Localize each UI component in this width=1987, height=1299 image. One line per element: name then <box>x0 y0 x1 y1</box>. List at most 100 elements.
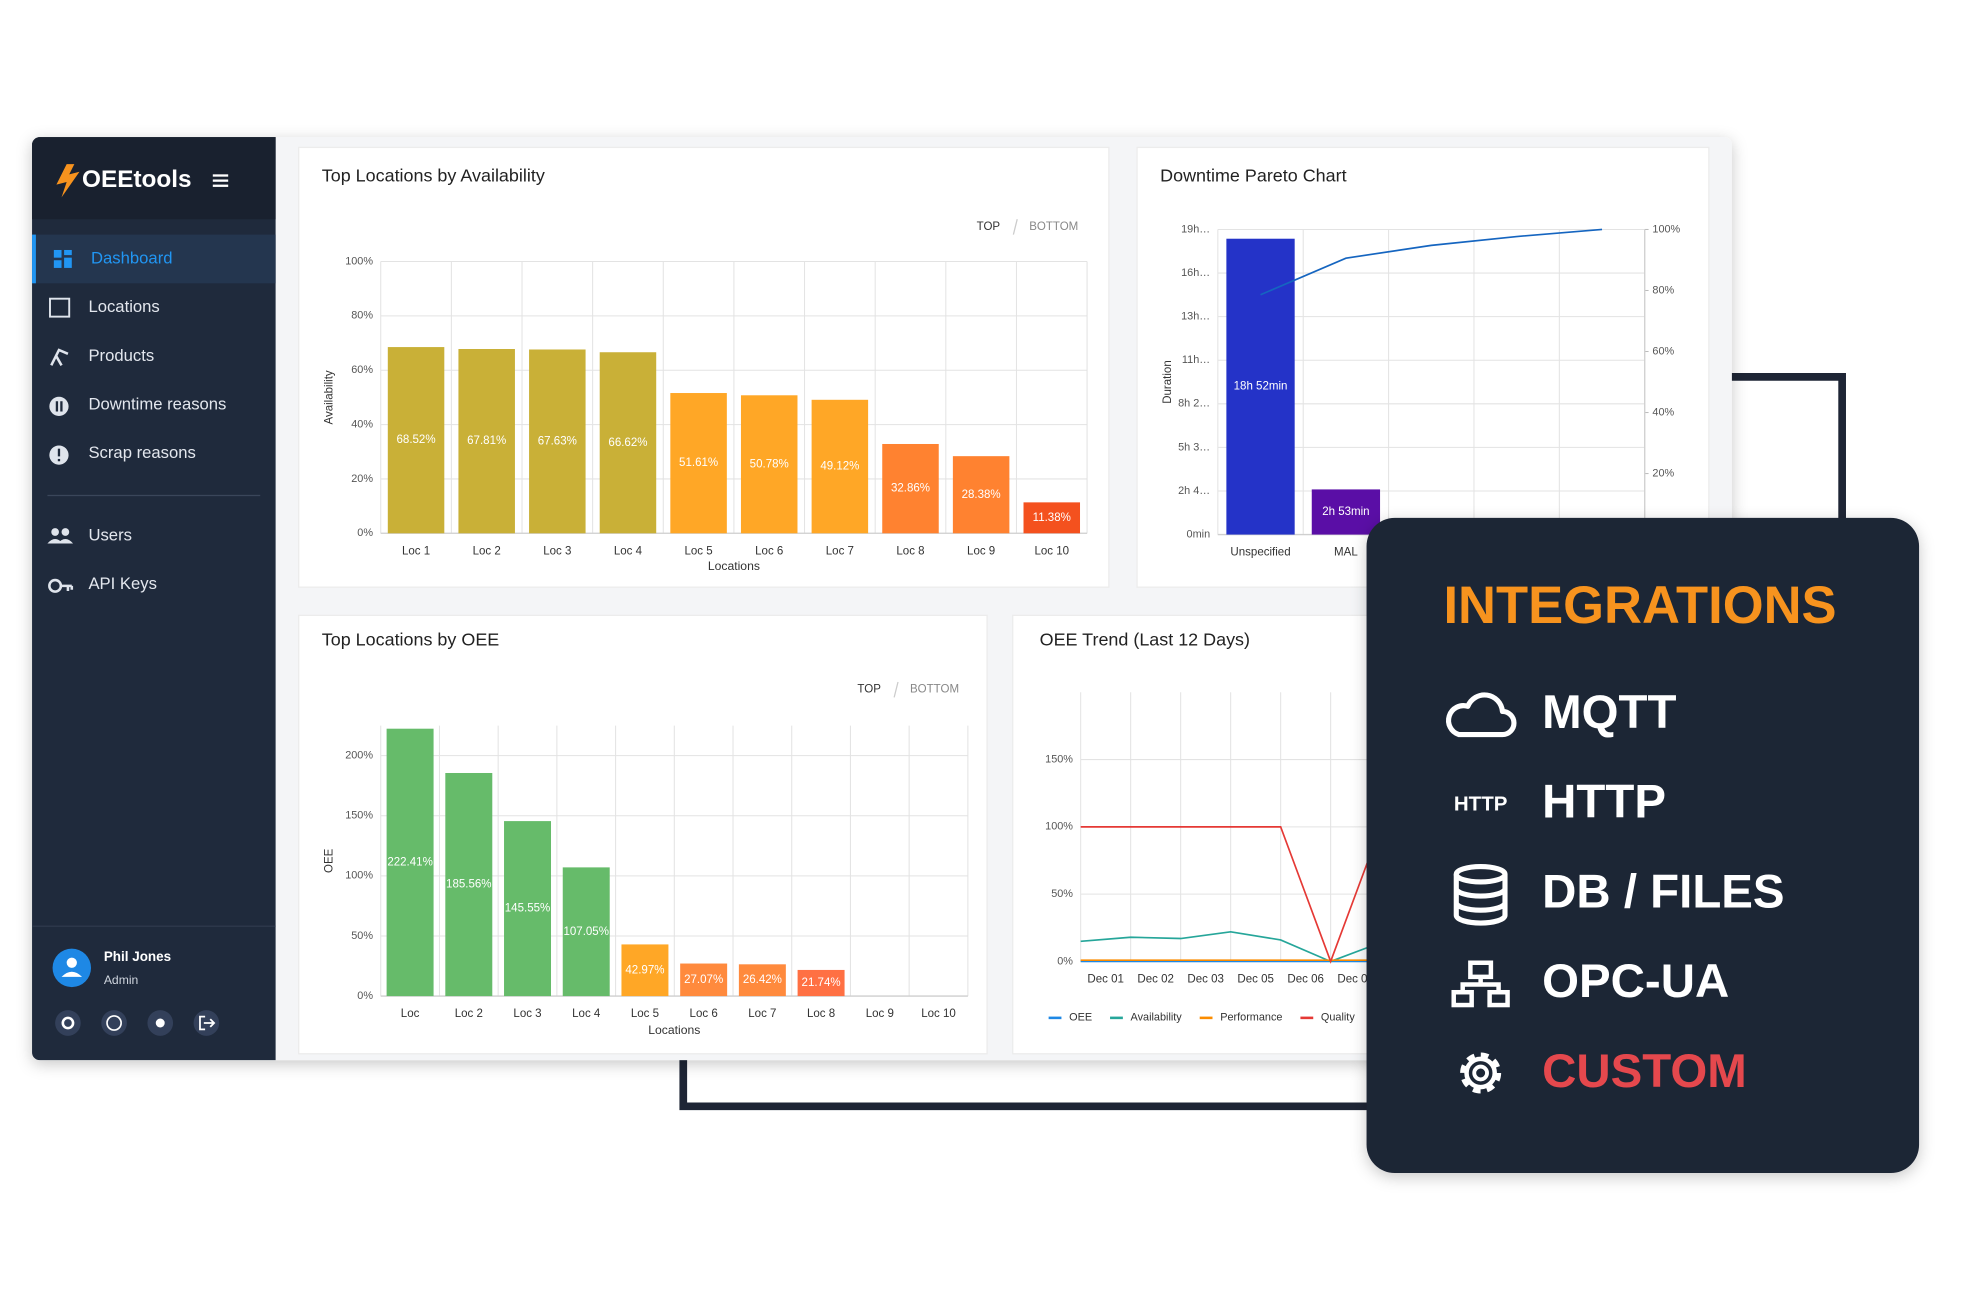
y-tick-label: 20% <box>351 473 373 485</box>
toggle-option[interactable]: BOTTOM <box>910 684 959 696</box>
icon <box>64 249 72 256</box>
menu-toggle[interactable] <box>212 174 229 187</box>
chart: Downtime Pareto Chart Duration 0min 2h 4… 5h… <box>1136 146 1710 588</box>
data-label: 50.78% <box>750 458 789 470</box>
y-tick-label: 50% <box>1051 888 1073 900</box>
bar <box>740 395 798 534</box>
panel-bg <box>1366 517 1920 1173</box>
x-tick-label: Loc 4 <box>614 545 643 557</box>
chart-panel <box>1012 614 1424 1055</box>
menu-label: Dashboard <box>91 248 172 267</box>
x-tick-label: Loc 8 <box>807 1008 835 1020</box>
x-tick-label: Dec 06 <box>1287 973 1323 985</box>
bar <box>562 867 610 997</box>
sidebar-header <box>32 137 276 220</box>
data-label: 66.62% <box>608 437 647 449</box>
x-tick-label: Loc 6 <box>690 1008 718 1020</box>
data-label: 145.55% <box>505 903 550 915</box>
bar <box>1023 502 1081 534</box>
menu-item[interactable]: Users <box>47 525 132 544</box>
y-tick-label: 13h… <box>1181 311 1210 323</box>
x-tick-label: Loc 2 <box>455 1008 483 1020</box>
y-tick-label: 2h 4… <box>1178 485 1210 497</box>
icon <box>199 1015 216 1031</box>
toggle-option[interactable]: BOTTOM <box>1029 221 1078 233</box>
y-tick-label: 16h… <box>1181 267 1210 279</box>
y-tick-label: 19h… <box>1181 223 1210 235</box>
menu-item[interactable]: Dashboard <box>53 248 173 268</box>
menu-item[interactable]: Scrap reasons <box>49 443 196 465</box>
icon <box>155 1018 165 1028</box>
net-link <box>1460 976 1501 993</box>
toggle-separator <box>893 681 899 698</box>
settings-button[interactable] <box>55 1010 81 1036</box>
y-tick-label: 100% <box>1045 821 1073 833</box>
data-label: 28.38% <box>962 489 1001 501</box>
data-label: 42.97% <box>625 964 664 976</box>
bar <box>458 349 515 534</box>
y-axis-label: Duration <box>1162 360 1174 404</box>
bar <box>529 349 586 534</box>
data-label: 51.61% <box>679 457 718 469</box>
x-tick-label: Loc 3 <box>543 545 571 557</box>
x-tick-label: Loc 9 <box>967 545 995 557</box>
toggle-option[interactable]: TOP <box>977 221 1001 233</box>
integration-label: DB / FILES <box>1542 865 1784 918</box>
bar <box>797 969 845 997</box>
gear-icon <box>1460 1052 1502 1094</box>
x-axis-label: Locations <box>648 1023 700 1037</box>
y-tick-label: 0% <box>1057 955 1073 967</box>
y-tick-label: 8h 2… <box>1178 398 1210 410</box>
bracket <box>1730 373 1846 521</box>
gear-teeth <box>1460 1052 1502 1094</box>
y-tick-label: 150% <box>1045 753 1073 765</box>
x-tick-label: Loc 10 <box>1034 545 1069 557</box>
x-tick-label: Loc <box>401 1008 420 1020</box>
bar <box>952 456 1010 534</box>
cumulative-line <box>1260 228 1603 296</box>
user-role: Admin <box>104 973 138 987</box>
x-tick-label: Dec 01 <box>1087 973 1123 985</box>
y2-tick-label: 40% <box>1652 406 1674 418</box>
http-icon: HTTP <box>1454 792 1508 815</box>
x-tick-label: Loc 1 <box>402 545 430 557</box>
menu-item[interactable]: Locations <box>49 297 160 318</box>
chart-title: OEE Trend (Last 12 Days) <box>1040 630 1250 650</box>
x-axis-label: Locations <box>708 559 760 573</box>
bar <box>445 772 493 997</box>
bar <box>1311 489 1381 535</box>
bar <box>670 393 727 534</box>
x-tick-label: Unspecified <box>1230 547 1290 559</box>
y-tick-label: 0% <box>357 527 373 539</box>
integrations-panel: INTEGRATIONS MQTT HTTP HTTP DB / FILES O… <box>1366 517 1920 1173</box>
menu-item[interactable]: API Keys <box>48 574 157 593</box>
data-label: 185.56% <box>446 879 491 891</box>
x-tick-label: Dec 05 <box>1237 973 1273 985</box>
icon <box>64 257 72 268</box>
menu-item[interactable]: Downtime reasons <box>49 395 226 416</box>
network-icon <box>1451 960 1510 1008</box>
icon <box>61 528 70 536</box>
data-label: 222.41% <box>387 856 432 868</box>
logo: OEEtools <box>82 166 192 193</box>
gear-body <box>1464 1056 1497 1090</box>
menu-label: Products <box>88 346 154 365</box>
legend-label: Quality <box>1321 1012 1355 1024</box>
bar <box>882 443 939 534</box>
language-button[interactable] <box>101 1010 127 1036</box>
sidebar: OEEtools Dashboard Locations Products <box>32 137 276 1061</box>
y-tick-label: 11h… <box>1182 354 1210 366</box>
chart: Top Locations by Availability TOP BOTTOM Av… <box>298 146 1110 588</box>
data-label: 107.05% <box>563 926 608 938</box>
active-item-bg <box>32 234 276 284</box>
bar <box>738 964 786 997</box>
x-tick-label: Dec 07 <box>1337 973 1373 985</box>
bar <box>599 352 657 534</box>
toggle-option[interactable]: TOP <box>857 684 881 696</box>
icon <box>61 1016 75 1030</box>
menu-label: Users <box>88 525 131 544</box>
menu-item[interactable]: Products <box>50 346 154 366</box>
y2-tick-label: 60% <box>1652 345 1674 357</box>
x-tick-label: Loc 4 <box>572 1008 601 1020</box>
